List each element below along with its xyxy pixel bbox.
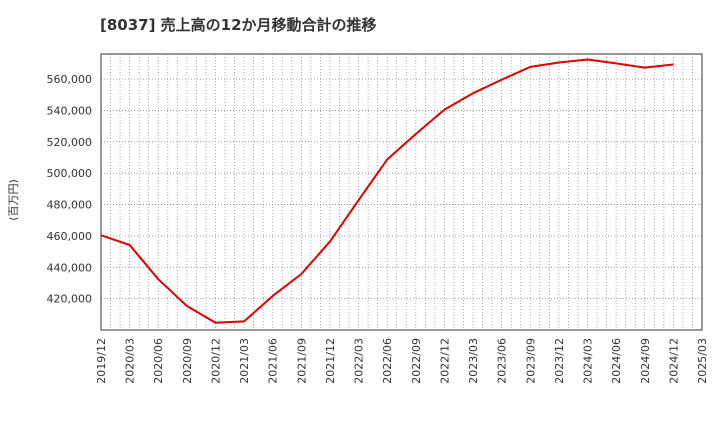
- y-tick-label: 560,000: [47, 73, 93, 86]
- x-tick-label: 2023/03: [467, 338, 480, 384]
- plot-frame: [100, 53, 703, 331]
- series-line: [100, 58, 674, 324]
- x-tick-label: 2020/09: [181, 338, 194, 384]
- x-tick-label: 2020/03: [124, 338, 137, 384]
- y-tick-label: 460,000: [47, 230, 93, 243]
- x-tick-label: 2021/03: [238, 338, 251, 384]
- chart-title: [8037] 売上高の12か月移動合計の推移: [100, 16, 377, 34]
- x-tick-label: 2023/06: [496, 338, 509, 384]
- y-tick-label: 440,000: [47, 261, 93, 274]
- y-tick-label: 540,000: [47, 104, 93, 117]
- y-tick-label: 500,000: [47, 167, 93, 180]
- x-tick-label: 2021/12: [324, 338, 337, 384]
- x-tick-label: 2022/09: [410, 338, 423, 384]
- x-tick-label: 2021/09: [295, 338, 308, 384]
- x-tick-label: 2025/03: [696, 338, 709, 384]
- y-tick-label: 520,000: [47, 136, 93, 149]
- x-tick-label: 2022/03: [353, 338, 366, 384]
- x-tick-label: 2023/12: [553, 338, 566, 384]
- y-axis-label: (百万円): [7, 179, 20, 221]
- y-tick-label: 480,000: [47, 199, 93, 212]
- y-tick-label: 420,000: [47, 293, 93, 306]
- x-tick-label: 2020/12: [209, 338, 222, 384]
- x-tick-label: 2022/12: [438, 338, 451, 384]
- x-tick-label: 2024/03: [582, 338, 595, 384]
- y-axis: 420,000 440,000 460,000 480,000 500,000 520,0…: [47, 73, 93, 306]
- grid-lines: [101, 54, 702, 330]
- series-group: [100, 58, 674, 324]
- x-tick-label: 2022/06: [381, 338, 394, 384]
- x-tick-label: 2021/06: [267, 338, 280, 384]
- x-tick-label: 2019/12: [95, 338, 108, 384]
- x-axis: 2019/12 2020/03 2020/06 2020/09 2020/12 2021/…: [95, 338, 709, 384]
- x-tick-label: 2024/09: [639, 338, 652, 384]
- x-tick-label: 2020/06: [152, 338, 165, 384]
- x-tick-label: 2024/06: [610, 338, 623, 384]
- x-tick-label: 2024/12: [667, 338, 680, 384]
- x-tick-label: 2023/09: [524, 338, 537, 384]
